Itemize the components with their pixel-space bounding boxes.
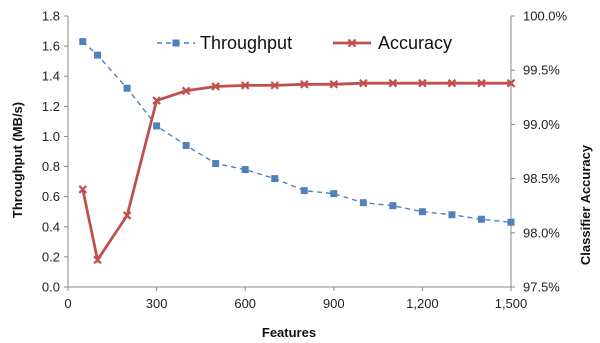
data-point-accuracy [93, 255, 102, 265]
data-point-accuracy [329, 80, 339, 89]
marker-stroke [93, 255, 102, 265]
data-point-throughput [448, 211, 456, 219]
data-point-accuracy [299, 80, 309, 89]
data-point-accuracy [181, 86, 191, 96]
y-left-tick-label: 0.6 [42, 189, 60, 204]
legend-item-throughput: Throughput [157, 33, 292, 53]
y-left-tick-label: 1.4 [42, 69, 60, 84]
data-point-accuracy [211, 82, 220, 91]
data-point-throughput [182, 141, 190, 149]
series-throughput [79, 38, 515, 226]
data-point-accuracy [152, 96, 161, 105]
y-left-tick-label: 0.8 [42, 159, 60, 174]
y-right-tick-label: 100.0% [523, 9, 568, 24]
marker-stroke [447, 78, 457, 88]
data-point-throughput [418, 208, 426, 216]
data-point-throughput [300, 187, 308, 195]
data-point-throughput [212, 160, 220, 168]
series-line-throughput [82, 41, 512, 223]
data-point-accuracy [78, 185, 88, 194]
legend-label: Accuracy [378, 33, 452, 53]
y-left-tick-label: 1.2 [42, 99, 60, 114]
series-accuracy [78, 78, 516, 265]
marker-stroke [152, 96, 161, 105]
data-point-accuracy [506, 78, 516, 88]
y-right-tick-label: 98.5% [523, 171, 560, 186]
legend-swatch-marker [172, 39, 180, 47]
y-left-tick-label: 1.8 [42, 9, 60, 24]
data-point-accuracy [447, 78, 457, 88]
series-layer [78, 38, 516, 265]
marker-stroke [477, 78, 486, 88]
data-point-accuracy [240, 81, 250, 90]
y-left-tick-label: 1.6 [42, 39, 60, 54]
x-tick-label: 1,500 [495, 296, 528, 311]
marker-stroke [270, 81, 280, 90]
legend: Throughput Accuracy [157, 33, 452, 53]
y-right-tick-label: 98.0% [523, 225, 560, 240]
y-left-tick-label: 0.4 [42, 219, 60, 234]
data-point-throughput [94, 51, 102, 59]
marker-stroke [122, 211, 132, 220]
data-point-throughput [153, 122, 161, 130]
marker-stroke [506, 78, 516, 88]
data-point-throughput [123, 84, 131, 92]
marker-stroke [329, 80, 339, 89]
y-left-tick-label: 0.0 [42, 280, 60, 295]
marker-stroke [299, 80, 309, 89]
x-tick-label: 900 [323, 296, 345, 311]
legend-swatch-marker [347, 38, 357, 48]
data-point-throughput [359, 199, 367, 207]
y-axis-left-title: Throughput (MB/s) [10, 102, 25, 218]
x-tick-label: 1,200 [406, 296, 439, 311]
y-axis-right-title: Classifier Accuracy [578, 144, 593, 265]
data-point-accuracy [477, 78, 486, 88]
legend-label: Throughput [200, 33, 292, 53]
marker-stroke [240, 81, 250, 90]
marker-stroke [418, 78, 427, 88]
data-point-accuracy [359, 78, 368, 88]
marker-stroke [388, 78, 398, 88]
data-point-throughput [271, 175, 279, 183]
legend-item-accuracy: Accuracy [333, 33, 452, 53]
data-point-throughput [477, 215, 485, 223]
x-tick-label: 0 [64, 296, 71, 311]
y-left-tick-label: 0.2 [42, 249, 60, 264]
marker-stroke [181, 86, 191, 96]
series-line-accuracy [81, 81, 511, 264]
marker-stroke [211, 82, 220, 91]
data-point-throughput [507, 218, 515, 226]
marker-stroke [78, 185, 88, 194]
y-right-tick-label: 97.5% [523, 280, 560, 295]
x-tick-label: 600 [234, 296, 256, 311]
data-point-accuracy [418, 78, 427, 88]
marker-stroke [347, 38, 357, 48]
axes: 0.0 0.2 0.4 0.6 0.8 1.0 1.2 1.4 1.6 1.8 97.5% 98.0%… [42, 9, 568, 312]
data-point-accuracy [388, 78, 398, 88]
data-point-accuracy [270, 81, 280, 90]
y-right-tick-label: 99.5% [523, 63, 560, 78]
data-point-accuracy [122, 211, 132, 220]
marker-stroke [359, 78, 368, 88]
data-point-throughput [330, 190, 338, 198]
y-left-tick-label: 1.0 [42, 129, 60, 144]
y-right-tick-label: 99.0% [523, 117, 560, 132]
x-axis-title: Features [262, 325, 316, 340]
data-point-throughput [79, 38, 87, 46]
x-tick-label: 300 [146, 296, 168, 311]
data-point-throughput [389, 202, 397, 210]
data-point-throughput [241, 166, 249, 174]
